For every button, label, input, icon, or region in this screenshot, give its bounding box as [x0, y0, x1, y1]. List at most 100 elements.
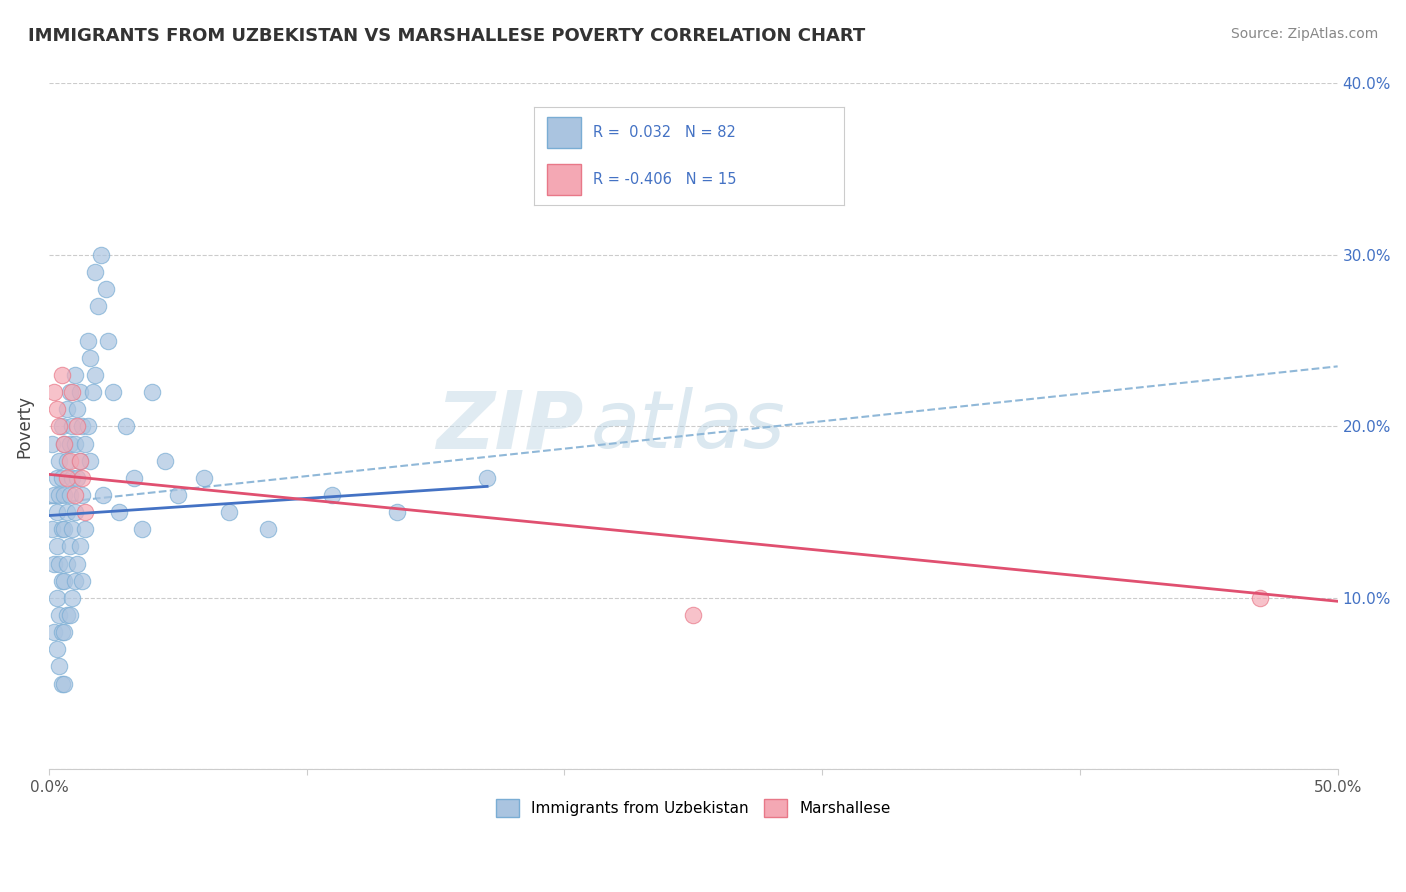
Point: [51, 368, 73, 382]
Point: [60, 522, 83, 536]
Point: [97, 334, 120, 348]
Point: [56, 402, 79, 417]
Point: [60, 591, 83, 605]
Point: [1249, 591, 1271, 605]
Point: [89, 248, 111, 262]
Point: [91, 488, 114, 502]
Point: [218, 505, 240, 519]
FancyBboxPatch shape: [547, 164, 581, 195]
Point: [41, 522, 63, 536]
Point: [53, 625, 76, 640]
Point: [87, 299, 110, 313]
Point: [45, 540, 67, 554]
Point: [42, 625, 65, 640]
Point: [84, 368, 107, 382]
FancyBboxPatch shape: [547, 117, 581, 148]
Text: Source: ZipAtlas.com: Source: ZipAtlas.com: [1230, 27, 1378, 41]
Point: [76, 419, 98, 434]
Point: [69, 453, 91, 467]
Point: [475, 471, 498, 485]
Point: [72, 574, 94, 588]
Point: [53, 488, 76, 502]
Point: [385, 505, 408, 519]
Point: [51, 522, 73, 536]
Point: [60, 419, 83, 434]
Point: [73, 522, 96, 536]
Point: [63, 436, 86, 450]
Point: [122, 471, 145, 485]
Point: [193, 471, 215, 485]
Point: [58, 540, 80, 554]
Point: [321, 488, 343, 502]
Point: [107, 505, 129, 519]
Point: [66, 419, 89, 434]
Point: [79, 453, 101, 467]
Point: [63, 488, 86, 502]
Point: [45, 591, 67, 605]
Point: [51, 676, 73, 690]
Point: [257, 522, 280, 536]
Point: [51, 419, 73, 434]
Point: [45, 471, 67, 485]
Point: [153, 453, 176, 467]
Point: [53, 574, 76, 588]
Point: [53, 522, 76, 536]
Text: R =  0.032   N = 82: R = 0.032 N = 82: [593, 125, 735, 140]
Point: [42, 557, 65, 571]
Point: [42, 385, 65, 400]
Point: [53, 436, 76, 450]
Point: [76, 334, 98, 348]
Point: [115, 419, 138, 434]
Point: [58, 453, 80, 467]
Point: [79, 351, 101, 365]
Point: [48, 453, 70, 467]
Point: [42, 488, 65, 502]
Point: [103, 385, 125, 400]
Point: [131, 522, 153, 536]
Point: [84, 265, 107, 279]
Point: [69, 540, 91, 554]
Point: [60, 385, 83, 400]
Point: [48, 659, 70, 673]
Point: [58, 436, 80, 450]
Point: [53, 676, 76, 690]
Point: [56, 557, 79, 571]
Point: [48, 557, 70, 571]
Point: [69, 385, 91, 400]
Point: [45, 505, 67, 519]
Point: [58, 385, 80, 400]
Point: [72, 488, 94, 502]
Point: [73, 436, 96, 450]
Point: [73, 505, 96, 519]
Point: [166, 488, 188, 502]
Point: [53, 436, 76, 450]
Text: R = -0.406   N = 15: R = -0.406 N = 15: [593, 172, 737, 187]
Point: [66, 402, 89, 417]
Point: [63, 368, 86, 382]
Point: [69, 453, 91, 467]
Point: [45, 402, 67, 417]
Point: [682, 607, 704, 622]
Point: [51, 625, 73, 640]
Point: [41, 436, 63, 450]
Point: [56, 453, 79, 467]
Point: [66, 471, 89, 485]
Legend: Immigrants from Uzbekistan, Marshallese: Immigrants from Uzbekistan, Marshallese: [489, 792, 897, 823]
Point: [141, 385, 163, 400]
Point: [58, 607, 80, 622]
Point: [66, 557, 89, 571]
Point: [63, 574, 86, 588]
Point: [94, 282, 117, 296]
Point: [48, 488, 70, 502]
Text: ZIP: ZIP: [436, 387, 583, 466]
Point: [48, 607, 70, 622]
Point: [58, 488, 80, 502]
Y-axis label: Poverty: Poverty: [15, 395, 32, 458]
Point: [72, 471, 94, 485]
Point: [56, 471, 79, 485]
Text: IMMIGRANTS FROM UZBEKISTAN VS MARSHALLESE POVERTY CORRELATION CHART: IMMIGRANTS FROM UZBEKISTAN VS MARSHALLES…: [28, 27, 865, 45]
Point: [72, 419, 94, 434]
Point: [51, 574, 73, 588]
Point: [56, 607, 79, 622]
Point: [45, 642, 67, 657]
